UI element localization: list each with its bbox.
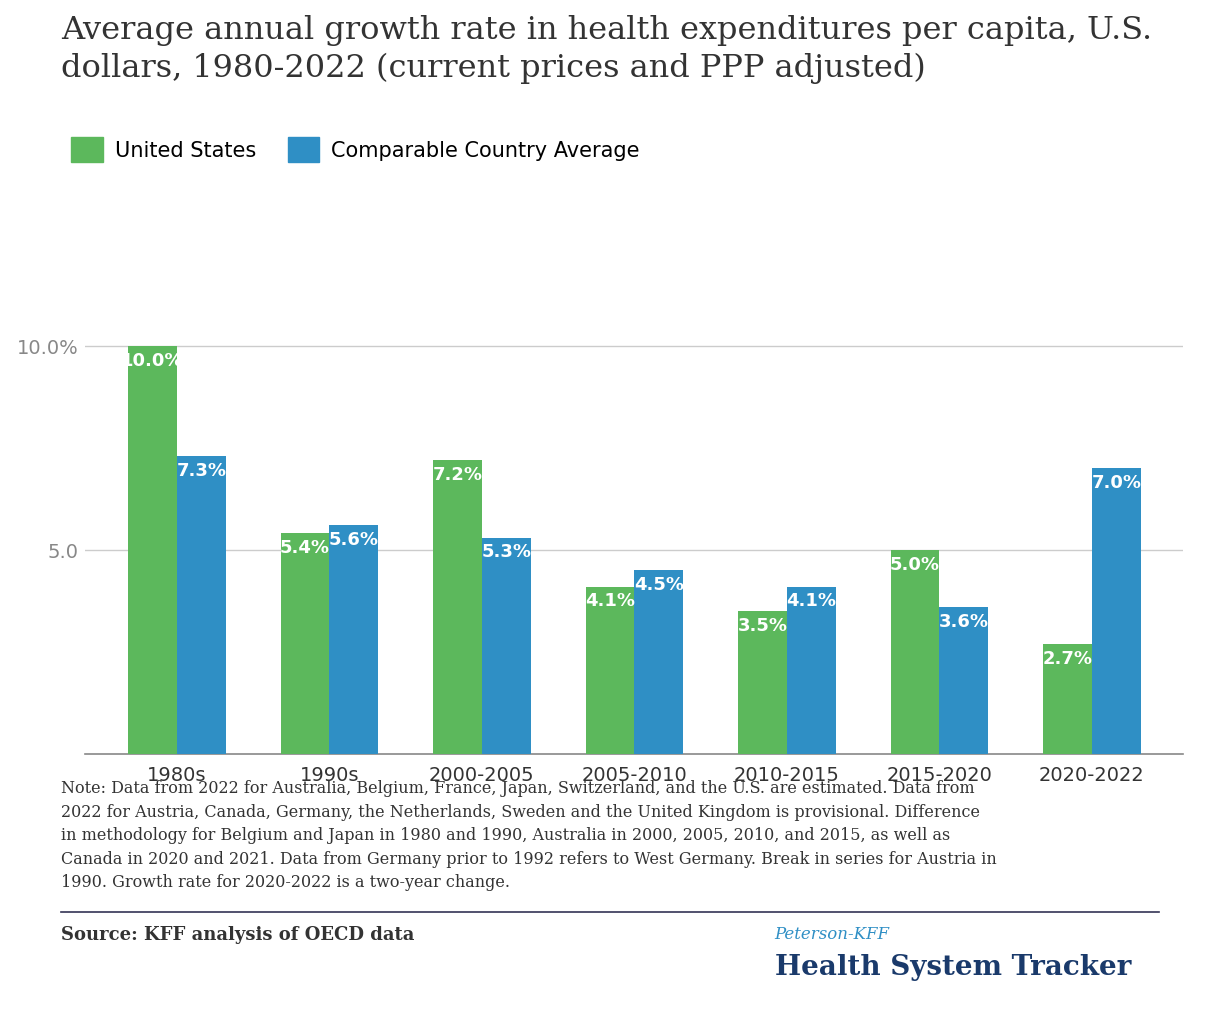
Bar (738, 611, 787, 754)
Bar (891, 550, 939, 754)
Text: 5.0%: 5.0% (891, 555, 939, 573)
Bar (329, 526, 378, 754)
Bar (433, 461, 482, 754)
Text: 5.3%: 5.3% (482, 543, 531, 560)
Text: 4.1%: 4.1% (586, 592, 634, 609)
Text: Average annual growth rate in health expenditures per capita, U.S.: Average annual growth rate in health exp… (61, 15, 1152, 46)
Text: 5.4%: 5.4% (281, 539, 329, 556)
Bar (281, 534, 329, 754)
Bar (1043, 644, 1092, 754)
Legend: United States, Comparable Country Average: United States, Comparable Country Averag… (72, 138, 640, 163)
Text: 5.6%: 5.6% (329, 531, 378, 548)
Text: Source: KFF analysis of OECD data: Source: KFF analysis of OECD data (61, 925, 415, 944)
Text: 7.3%: 7.3% (177, 462, 226, 479)
Bar (1092, 469, 1141, 754)
Text: dollars, 1980-2022 (current prices and PPP adjusted): dollars, 1980-2022 (current prices and P… (61, 53, 926, 85)
Bar (482, 538, 531, 754)
Bar (634, 571, 683, 754)
Text: 2.7%: 2.7% (1043, 649, 1092, 666)
Bar (939, 607, 988, 754)
Text: 7.0%: 7.0% (1092, 474, 1141, 491)
Text: Note: Data from 2022 for Australia, Belgium, France, Japan, Switzerland, and the: Note: Data from 2022 for Australia, Belg… (61, 780, 997, 891)
Bar (177, 457, 226, 754)
Text: Peterson-KFF: Peterson-KFF (775, 925, 889, 943)
Text: Health System Tracker: Health System Tracker (775, 953, 1131, 979)
Bar (787, 587, 836, 754)
Bar (128, 346, 177, 754)
Bar (586, 587, 634, 754)
Text: 3.5%: 3.5% (738, 616, 787, 634)
Text: 4.1%: 4.1% (787, 592, 836, 609)
Text: 3.6%: 3.6% (939, 612, 988, 630)
Text: 7.2%: 7.2% (433, 466, 482, 483)
Text: 4.5%: 4.5% (634, 576, 683, 593)
Text: 10.0%: 10.0% (121, 352, 184, 369)
